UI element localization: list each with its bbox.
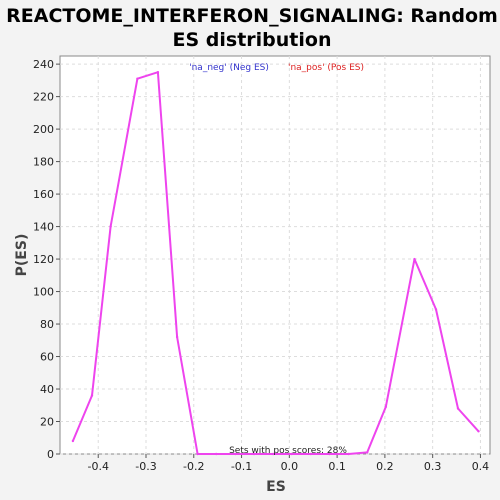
data-point: [109, 225, 111, 227]
pos-scores-annotation: Sets with pos scores: 28%: [229, 446, 347, 456]
x-tick-label: 0.4: [472, 460, 490, 473]
data-point: [136, 78, 138, 80]
x-tick-label: -0.1: [231, 460, 252, 473]
x-tick-label: 0.1: [328, 460, 346, 473]
y-axis-label: P(ES): [14, 234, 30, 277]
data-point: [157, 71, 159, 73]
data-point: [435, 308, 437, 310]
y-tick-label: 80: [40, 318, 54, 331]
x-tick-label: -0.4: [87, 460, 108, 473]
x-tick-label: -0.3: [135, 460, 156, 473]
data-point: [366, 451, 368, 453]
data-point: [347, 453, 349, 455]
y-tick-label: 180: [33, 156, 54, 169]
y-tick-label: 160: [33, 188, 54, 201]
data-point: [72, 440, 74, 442]
data-point: [457, 407, 459, 409]
x-axis-ticks: -0.4 -0.3 -0.2 -0.1 0.0 0.1 0.2 0.3 0.4: [87, 454, 489, 473]
x-tick-label: 0.0: [281, 460, 299, 473]
y-tick-label: 220: [33, 91, 54, 104]
x-tick-label: -0.2: [183, 460, 204, 473]
x-tick-label: 0.2: [376, 460, 394, 473]
y-tick-label: 120: [33, 253, 54, 266]
data-point: [413, 258, 415, 260]
x-axis-label: ES: [266, 479, 286, 495]
chart-title-line-1: REACTOME_INTERFERON_SIGNALING: Random: [6, 5, 498, 27]
data-point: [196, 453, 198, 455]
x-tick-label: 0.3: [424, 460, 442, 473]
data-point: [176, 336, 178, 338]
plot-area: [60, 56, 490, 454]
chart-title-line-2: ES distribution: [173, 29, 332, 51]
data-point: [385, 406, 387, 408]
y-tick-label: 0: [47, 448, 54, 461]
y-axis-ticks: 0 20 40 60 80 100 120 140 160 180 200 220 240: [33, 58, 60, 461]
y-tick-label: 240: [33, 58, 54, 71]
data-point: [477, 430, 479, 432]
legend-entry-pos: 'na_pos' (Pos ES): [288, 63, 364, 73]
y-tick-label: 100: [33, 286, 54, 299]
y-tick-label: 200: [33, 123, 54, 136]
y-tick-label: 60: [40, 351, 54, 364]
data-point: [91, 394, 93, 396]
legend-entry-neg: 'na_neg' (Neg ES): [189, 63, 269, 73]
y-tick-label: 140: [33, 221, 54, 234]
y-tick-label: 40: [40, 383, 54, 396]
y-tick-label: 20: [40, 416, 54, 429]
data-point: [215, 453, 217, 455]
